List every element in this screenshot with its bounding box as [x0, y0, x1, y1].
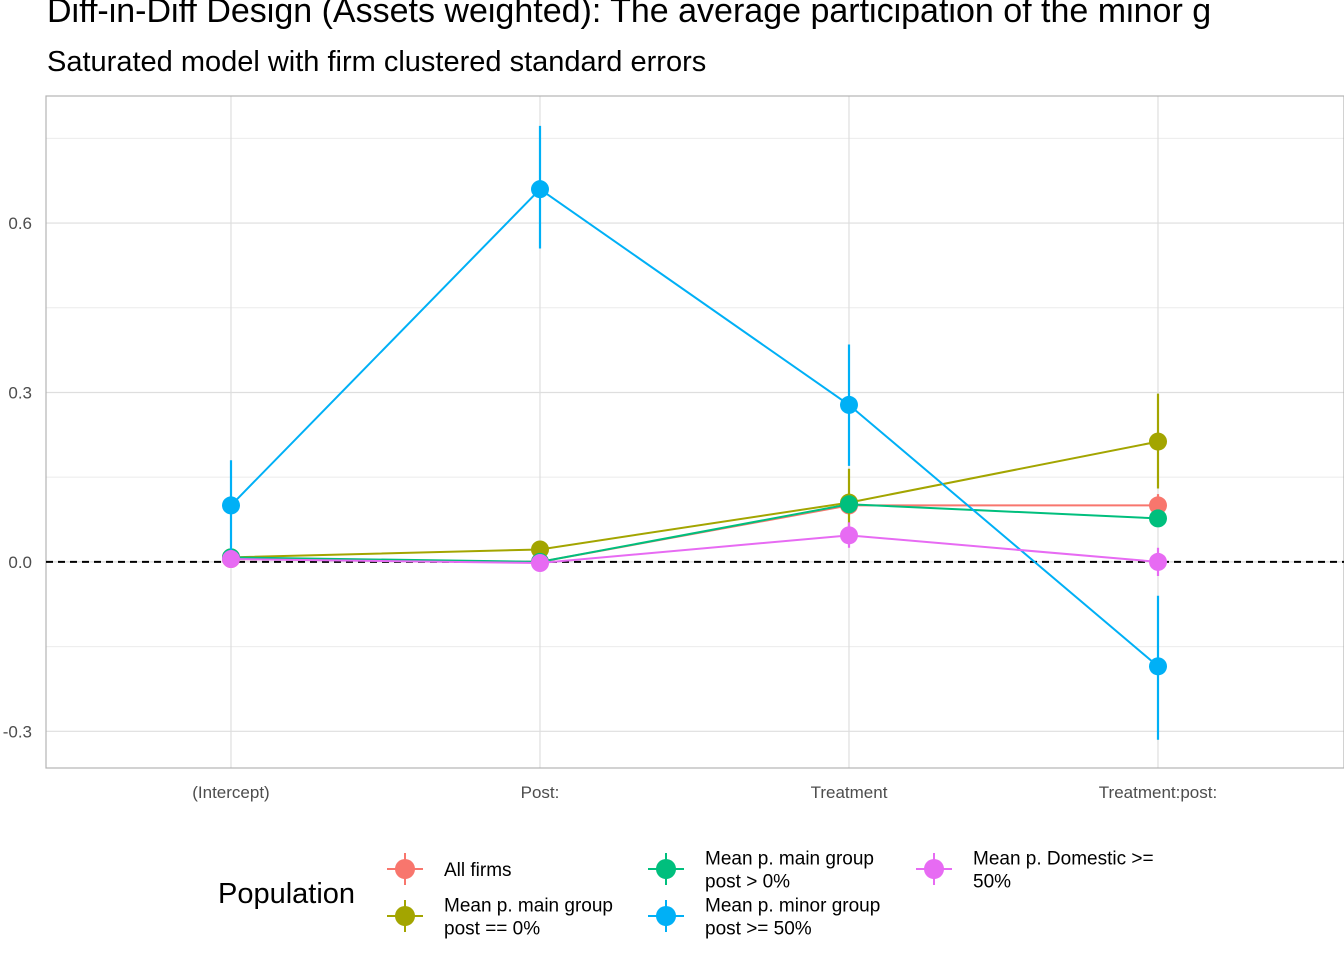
series-line [230, 187, 1159, 668]
series [222, 495, 1167, 571]
series [222, 393, 1167, 567]
chart-subtitle: Saturated model with firm clustered stan… [47, 46, 707, 78]
legend-key-point [656, 859, 676, 879]
legend-label: All firms [444, 860, 512, 881]
series-line [230, 440, 1159, 559]
panel-border [45, 95, 1344, 769]
series [222, 125, 1167, 740]
x-tick-label: Treatment:post: [1099, 783, 1217, 802]
y-tick-label: -0.3 [3, 722, 32, 741]
legend-label: Mean p. main group [444, 896, 613, 917]
data-point [222, 550, 240, 569]
data-point [1149, 509, 1167, 528]
series [222, 522, 1167, 576]
y-tick-label: 0.6 [8, 214, 32, 233]
legend-label: post == 0% [444, 919, 540, 940]
data-point [1149, 552, 1167, 571]
data-point [1149, 432, 1167, 451]
legend-title: Population [218, 878, 355, 910]
legend-label: 50% [973, 872, 1011, 893]
data-point [531, 554, 549, 573]
legend-key-point [395, 859, 415, 879]
data-point [222, 496, 240, 515]
series-layer [222, 125, 1167, 740]
data-point [840, 495, 858, 514]
legend-label: Mean p. Domestic >= [973, 849, 1154, 870]
data-point [840, 395, 858, 414]
y-tick-label: 0.3 [8, 383, 32, 402]
legend-label: Mean p. main group [705, 849, 874, 870]
legend-key-point [656, 906, 676, 926]
axis-layer: -0.3 0.0 0.3 0.6 (Intercept) Post: Treatment Tr… [3, 95, 1344, 802]
data-point [1149, 496, 1167, 515]
y-tick-label: 0.0 [8, 553, 32, 572]
legend-label: post >= 50% [705, 919, 812, 940]
legend-key-point [924, 859, 944, 879]
legend-label: Mean p. minor group [705, 896, 880, 917]
data-point [531, 180, 549, 199]
data-point [1149, 657, 1167, 676]
data-point [531, 540, 549, 559]
series-line [230, 534, 1159, 565]
legend-key-point [395, 906, 415, 926]
data-point [840, 526, 858, 545]
series-line [230, 503, 1159, 563]
legend-item: Mean p. Domestic >=50% [916, 849, 1154, 893]
legend-label: post > 0% [705, 872, 790, 893]
legend-item: All firms [387, 853, 512, 885]
x-tick-label: Post: [521, 783, 560, 802]
x-tick-label: Treatment [811, 783, 888, 802]
chart-title: Diff-in-Diff Design (Assets weighted): T… [47, 0, 1212, 30]
x-tick-label: (Intercept) [192, 783, 269, 802]
